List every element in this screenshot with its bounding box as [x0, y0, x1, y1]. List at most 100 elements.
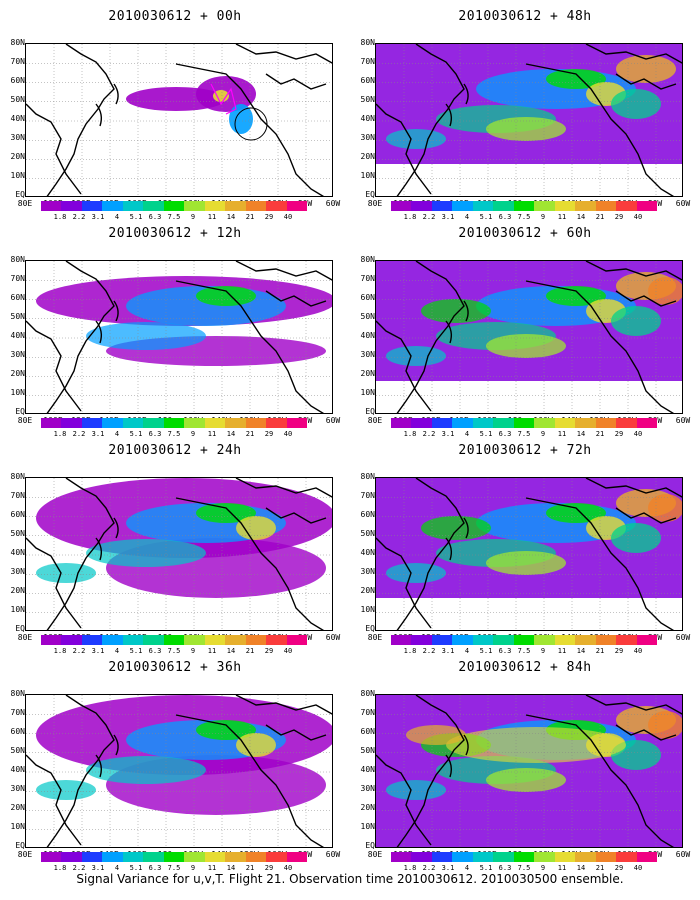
colorbar-swatch	[554, 201, 576, 211]
lat-tick-label: 30N	[360, 567, 375, 576]
variance-blob	[236, 516, 276, 540]
colorbar-swatch	[225, 852, 246, 862]
colorbar-swatch	[513, 852, 535, 862]
colorbar-swatch	[61, 635, 82, 645]
panel-title: 2010030612 + 24h	[108, 443, 242, 458]
variance-blob	[421, 299, 491, 323]
lat-tick-label: EQ	[15, 190, 25, 199]
colorbar	[391, 635, 658, 645]
coastline	[95, 320, 103, 344]
colorbar-swatch	[452, 635, 473, 645]
colorbar-tick-label: 2.2	[422, 430, 436, 438]
colorbar-swatch	[493, 201, 514, 211]
colorbar-tick-label: 3.1	[441, 864, 455, 872]
colorbar-swatch	[513, 201, 535, 211]
lat-tick-label: 70N	[360, 708, 375, 717]
coastline	[265, 724, 327, 741]
map-panel: 2010030612 + 36h 80N 70N 60N 50N 40N 30N 20N 10N…	[5, 656, 345, 876]
colorbar-tick-label: 9	[190, 647, 196, 655]
colorbar-swatch	[452, 852, 473, 862]
colorbar-tick-label: 9	[540, 430, 546, 438]
lat-tick-label: EQ	[15, 407, 25, 416]
lon-tick-label: 80E	[17, 850, 33, 859]
lat-tick-label: 40N	[360, 548, 375, 557]
lat-tick-label: 20N	[360, 586, 375, 595]
coastline	[95, 103, 103, 127]
coastline	[113, 300, 119, 322]
colorbar-swatch	[595, 852, 617, 862]
colorbar-tick-label: 14	[226, 647, 236, 655]
coastline	[376, 754, 432, 846]
colorbar-swatch	[184, 418, 205, 428]
lat-tick-label: 60N	[360, 76, 375, 85]
colorbar-swatch	[493, 852, 514, 862]
colorbar-tick-label: 9	[190, 864, 196, 872]
colorbar-tick-label: 21	[595, 864, 605, 872]
lat-tick-label: 60N	[360, 510, 375, 519]
colorbar-tick-label: 7.5	[167, 864, 181, 872]
colorbar-swatch	[81, 635, 103, 645]
colorbar-swatch	[493, 418, 514, 428]
colorbar-tick-label: 4	[114, 647, 120, 655]
colorbar-labels: 1.8 2.2 3.1 4 5.1 6.3 7.5 9 11 14 21 29 40	[41, 213, 307, 221]
map-panel: 2010030612 + 48h 80N 70N 60N 50N 40N 30N 20N 10N…	[355, 5, 695, 225]
colorbar-tick-label: 40	[633, 430, 643, 438]
colorbar-swatch	[266, 201, 287, 211]
lat-tick-label: 20N	[10, 369, 25, 378]
colorbar-swatch	[204, 635, 226, 645]
colorbar-tick-label: 1.8	[403, 864, 417, 872]
colorbar-tick-label: 5.1	[479, 647, 493, 655]
variance-blob	[616, 55, 676, 83]
colorbar	[391, 852, 658, 862]
variance-blob	[196, 720, 256, 740]
coastline	[26, 754, 82, 846]
panel-title: 2010030612 + 48h	[458, 9, 592, 24]
coastline	[175, 280, 325, 413]
coastline	[113, 517, 119, 539]
colorbar-swatch	[534, 635, 555, 645]
coastline	[396, 695, 465, 847]
lat-tick-label: 10N	[10, 171, 25, 180]
colorbar-swatch	[204, 201, 226, 211]
coastline	[95, 537, 103, 561]
colorbar-tick-label: 7.5	[167, 430, 181, 438]
lat-tick-label: 10N	[360, 605, 375, 614]
coastline	[235, 695, 332, 715]
colorbar-swatch	[266, 418, 287, 428]
colorbar-swatch	[636, 201, 658, 211]
colorbar-tick-label: 1.8	[403, 430, 417, 438]
colorbar-tick-label: 11	[207, 864, 217, 872]
map-area	[375, 694, 683, 848]
lat-tick-label: 50N	[10, 746, 25, 755]
colorbar-tick-label: 29	[264, 647, 274, 655]
colorbar-swatch	[616, 201, 637, 211]
colorbar-swatch	[245, 418, 267, 428]
variance-blob	[196, 503, 256, 523]
colorbar-tick-label: 4	[114, 864, 120, 872]
colorbar-tick-label: 21	[595, 213, 605, 221]
colorbar-tick-label: 11	[207, 647, 217, 655]
variance-blob	[546, 69, 606, 89]
lat-tick-label: 20N	[360, 152, 375, 161]
colorbar-labels: 1.8 2.2 3.1 4 5.1 6.3 7.5 9 11 14 21 29 40	[41, 647, 307, 655]
variance-blob	[611, 523, 661, 553]
coastline	[585, 261, 682, 281]
colorbar-tick-label: 6.3	[148, 213, 162, 221]
colorbar-tick-label: 5.1	[129, 864, 143, 872]
colorbar-swatch	[452, 418, 473, 428]
coastline	[265, 507, 327, 524]
lon-tick-label: 80E	[17, 199, 33, 208]
panel-title: 2010030612 + 60h	[458, 226, 592, 241]
colorbar-swatch	[81, 201, 103, 211]
colorbar-tick-label: 40	[633, 864, 643, 872]
lat-tick-label: 40N	[10, 765, 25, 774]
lat-tick-label: 10N	[10, 822, 25, 831]
variance-blob	[421, 516, 491, 540]
lat-tick-label: 80N	[10, 689, 25, 698]
lat-tick-label: 30N	[10, 133, 25, 142]
coastline	[265, 73, 327, 90]
coastline	[235, 261, 332, 281]
observation-circle	[234, 107, 268, 141]
colorbar-swatch	[41, 418, 62, 428]
variance-blob	[386, 563, 446, 583]
